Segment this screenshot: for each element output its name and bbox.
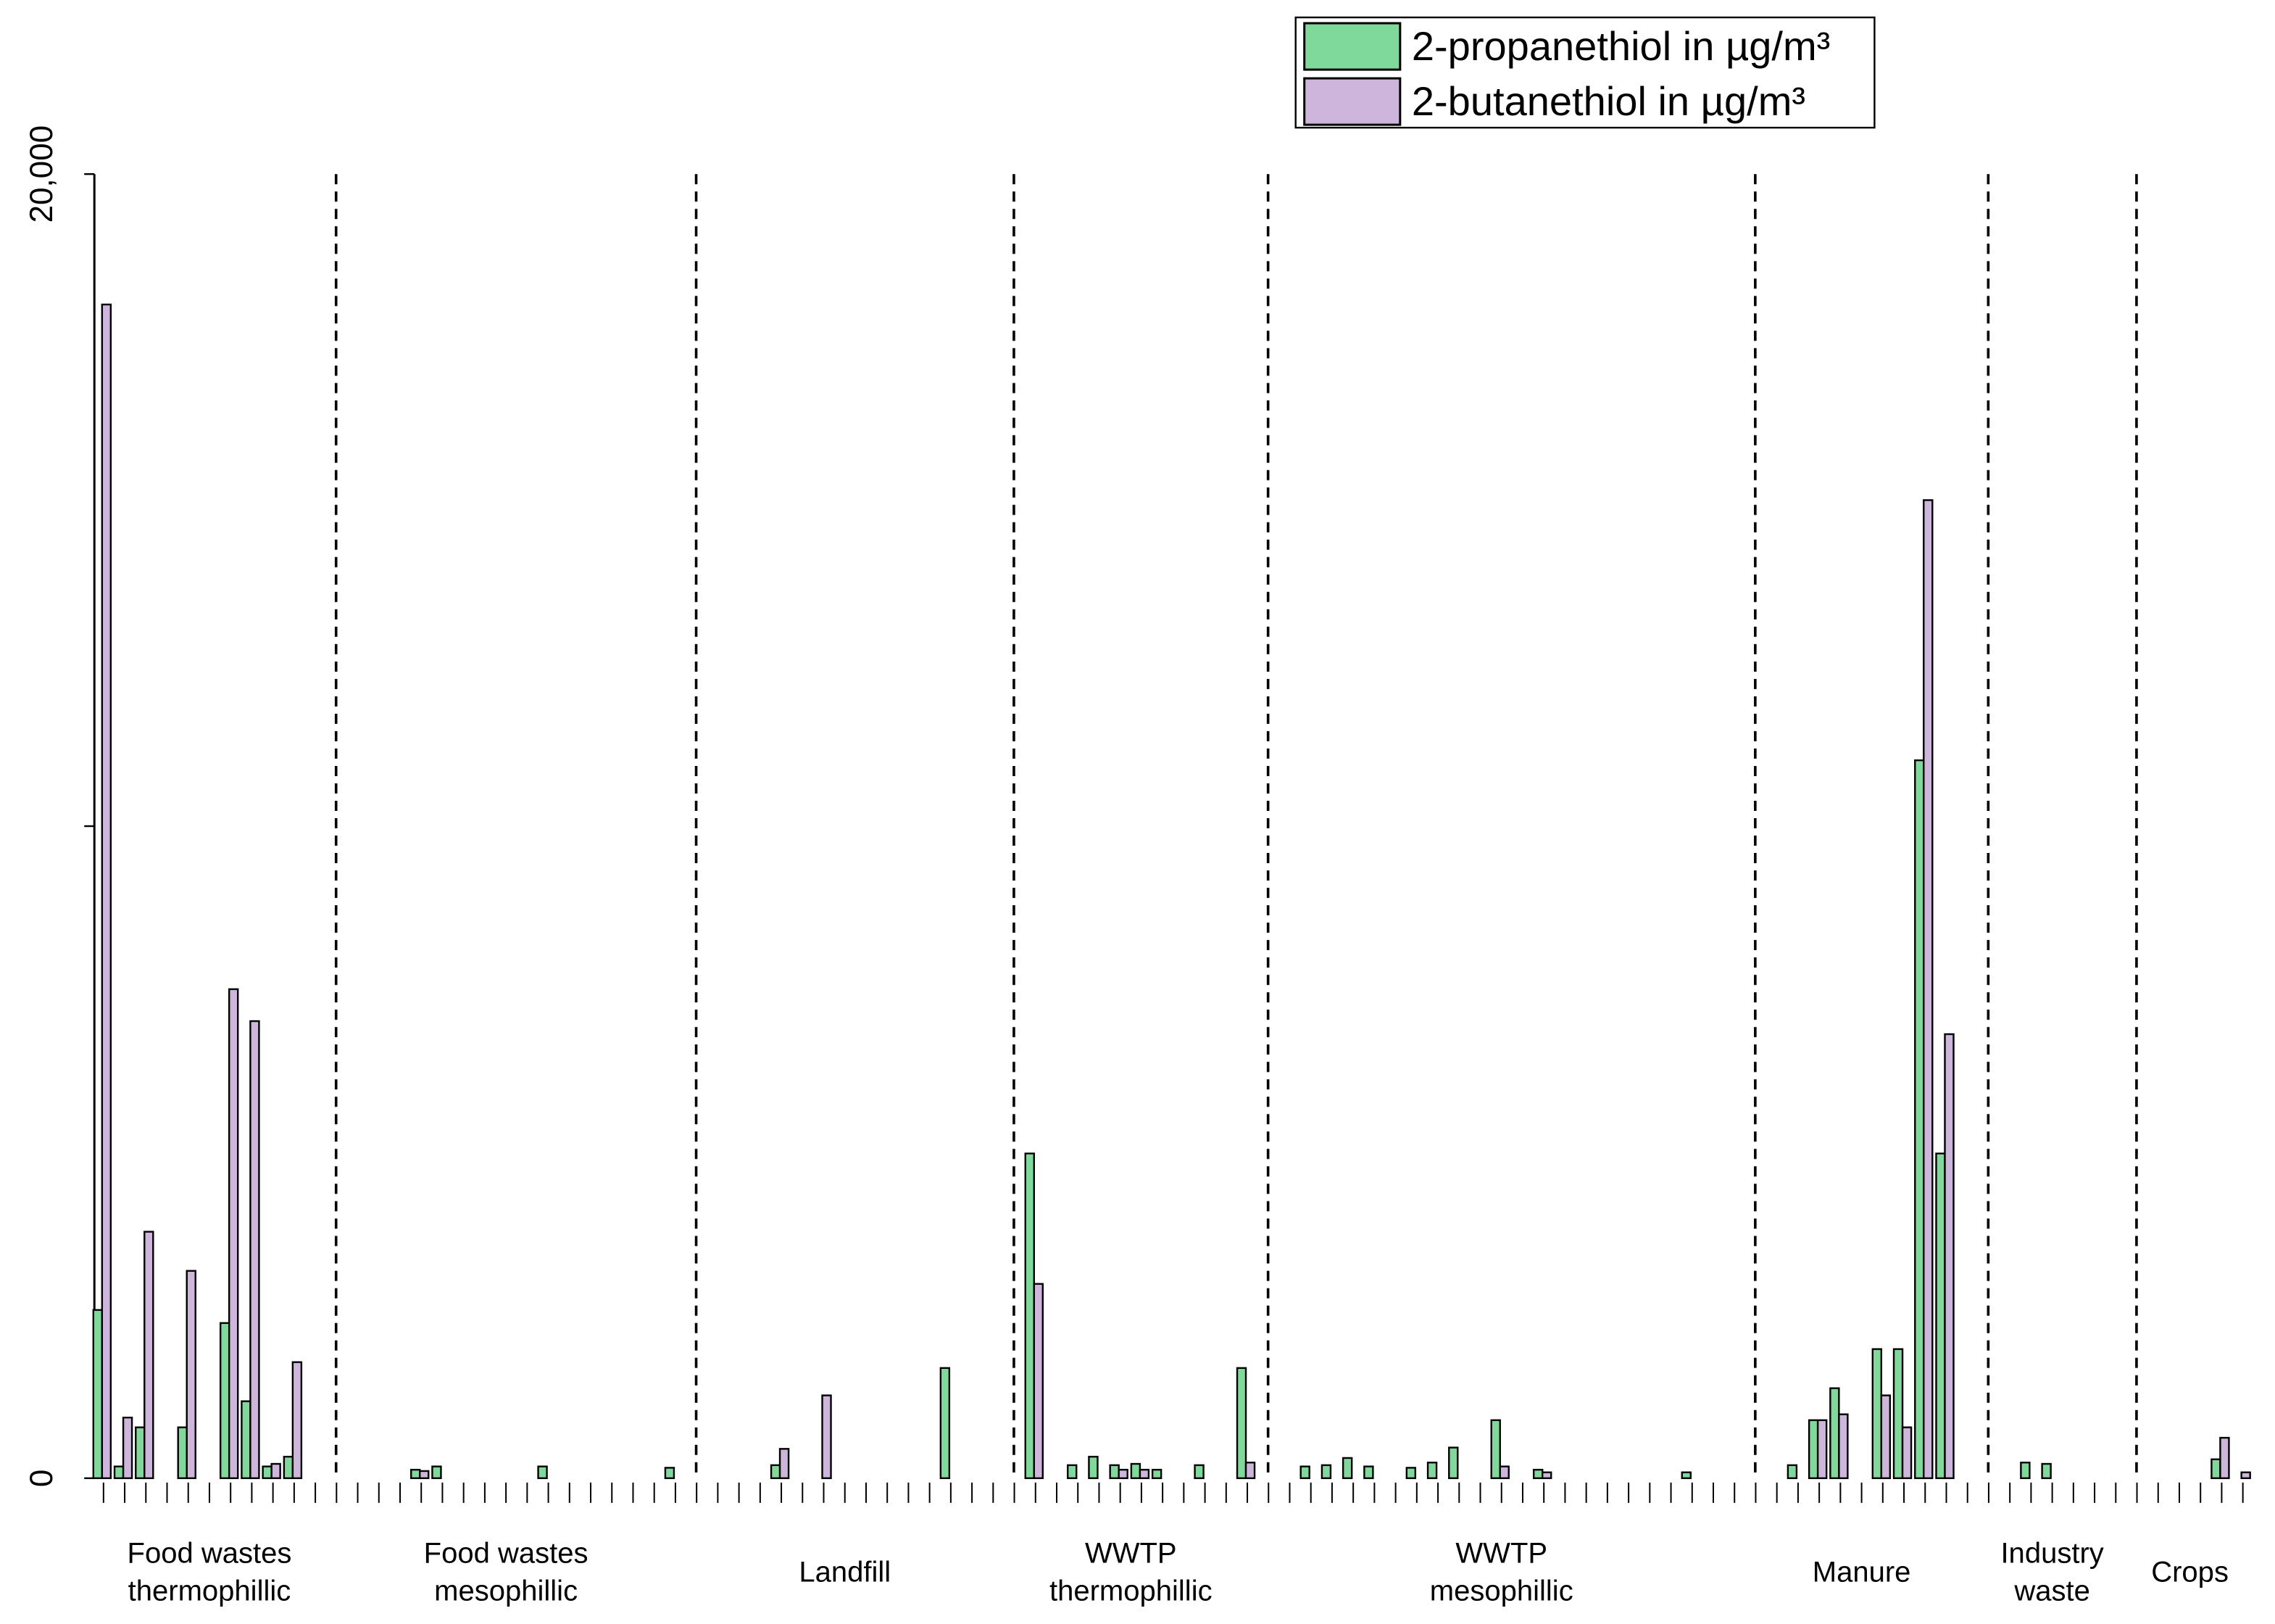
bar [1923, 499, 1934, 1480]
group-label: thermophillic [1049, 1575, 1213, 1607]
bar [419, 1470, 430, 1480]
bar [431, 1465, 442, 1480]
bar [1532, 1468, 1544, 1480]
bar [92, 1309, 104, 1480]
bar [1109, 1464, 1120, 1480]
bar [1151, 1468, 1163, 1480]
bar [1024, 1152, 1035, 1480]
group-label: thermophillic [128, 1575, 291, 1607]
bar [135, 1426, 146, 1480]
bar [1321, 1464, 1332, 1480]
group-label: WWTP [1455, 1537, 1547, 1569]
bar [1244, 1462, 1256, 1480]
bar [778, 1448, 790, 1480]
bar [1838, 1413, 1849, 1480]
bar [2041, 1462, 2052, 1480]
group-label: waste [2013, 1575, 2090, 1607]
bar [1363, 1465, 1374, 1480]
bar [1130, 1462, 1141, 1480]
bar [1935, 1152, 1946, 1480]
y-tick-label: 20,000 [24, 125, 59, 223]
bar [664, 1467, 675, 1480]
bar [1405, 1467, 1417, 1480]
legend-swatch [1303, 22, 1402, 71]
bar [1299, 1465, 1310, 1480]
bar [177, 1426, 188, 1480]
group-label: Industry [2000, 1537, 2103, 1569]
bar [537, 1465, 548, 1480]
bar [219, 1322, 230, 1480]
bar [2020, 1462, 2031, 1480]
bar [283, 1455, 294, 1480]
bar [113, 1465, 125, 1480]
bar [262, 1465, 273, 1480]
bar [1787, 1464, 1798, 1480]
bar [1139, 1468, 1150, 1480]
bar [1067, 1464, 1078, 1480]
bar [1829, 1387, 1840, 1480]
bar [249, 1020, 260, 1480]
bar [241, 1400, 251, 1480]
bar [821, 1394, 832, 1480]
legend-swatch [1303, 77, 1402, 126]
bar [1426, 1462, 1438, 1480]
group-label: Crops [2151, 1557, 2229, 1588]
legend-label: 2-butanethiol in µg/m³ [1412, 78, 1805, 124]
bar [1871, 1348, 1883, 1480]
bar [1499, 1465, 1510, 1480]
bar [1118, 1468, 1128, 1480]
bar [1033, 1283, 1044, 1480]
bar [1342, 1457, 1353, 1480]
bar [1088, 1455, 1099, 1480]
bar [144, 1231, 154, 1480]
bar [1892, 1348, 1904, 1480]
group-label: Food wastes [128, 1537, 292, 1569]
bar [1236, 1367, 1247, 1480]
bar [270, 1462, 281, 1480]
bar [410, 1468, 421, 1480]
group-label: Landfill [799, 1557, 891, 1588]
bar [1944, 1033, 1955, 1480]
bar [2240, 1471, 2251, 1480]
bar [1681, 1471, 1692, 1480]
bar [770, 1464, 781, 1480]
bar [1490, 1419, 1501, 1480]
bar [1541, 1471, 1552, 1480]
bar [1880, 1394, 1892, 1480]
group-label: mesophillic [1430, 1575, 1573, 1607]
bar [186, 1270, 196, 1480]
bar [228, 988, 239, 1480]
legend-label: 2-propanethiol in µg/m³ [1412, 23, 1831, 69]
bar [2210, 1458, 2221, 1480]
bar [1901, 1426, 1913, 1480]
bar [939, 1367, 951, 1480]
bar [122, 1416, 133, 1480]
bar [1448, 1446, 1459, 1480]
bar [1914, 759, 1925, 1480]
y-tick-label: 0 [24, 1470, 59, 1487]
bar [291, 1361, 303, 1480]
bar [2219, 1436, 2230, 1480]
bar [101, 303, 112, 1480]
bar [1194, 1464, 1205, 1480]
group-label: Food wastes [424, 1537, 588, 1569]
group-label: mesophillic [434, 1575, 578, 1607]
group-label: WWTP [1085, 1537, 1177, 1569]
legend: 2-propanethiol in µg/m³ 2-butanethiol in … [1294, 16, 1876, 129]
bar [1816, 1419, 1828, 1480]
bar [1808, 1419, 1819, 1480]
group-label: Manure [1813, 1557, 1911, 1588]
